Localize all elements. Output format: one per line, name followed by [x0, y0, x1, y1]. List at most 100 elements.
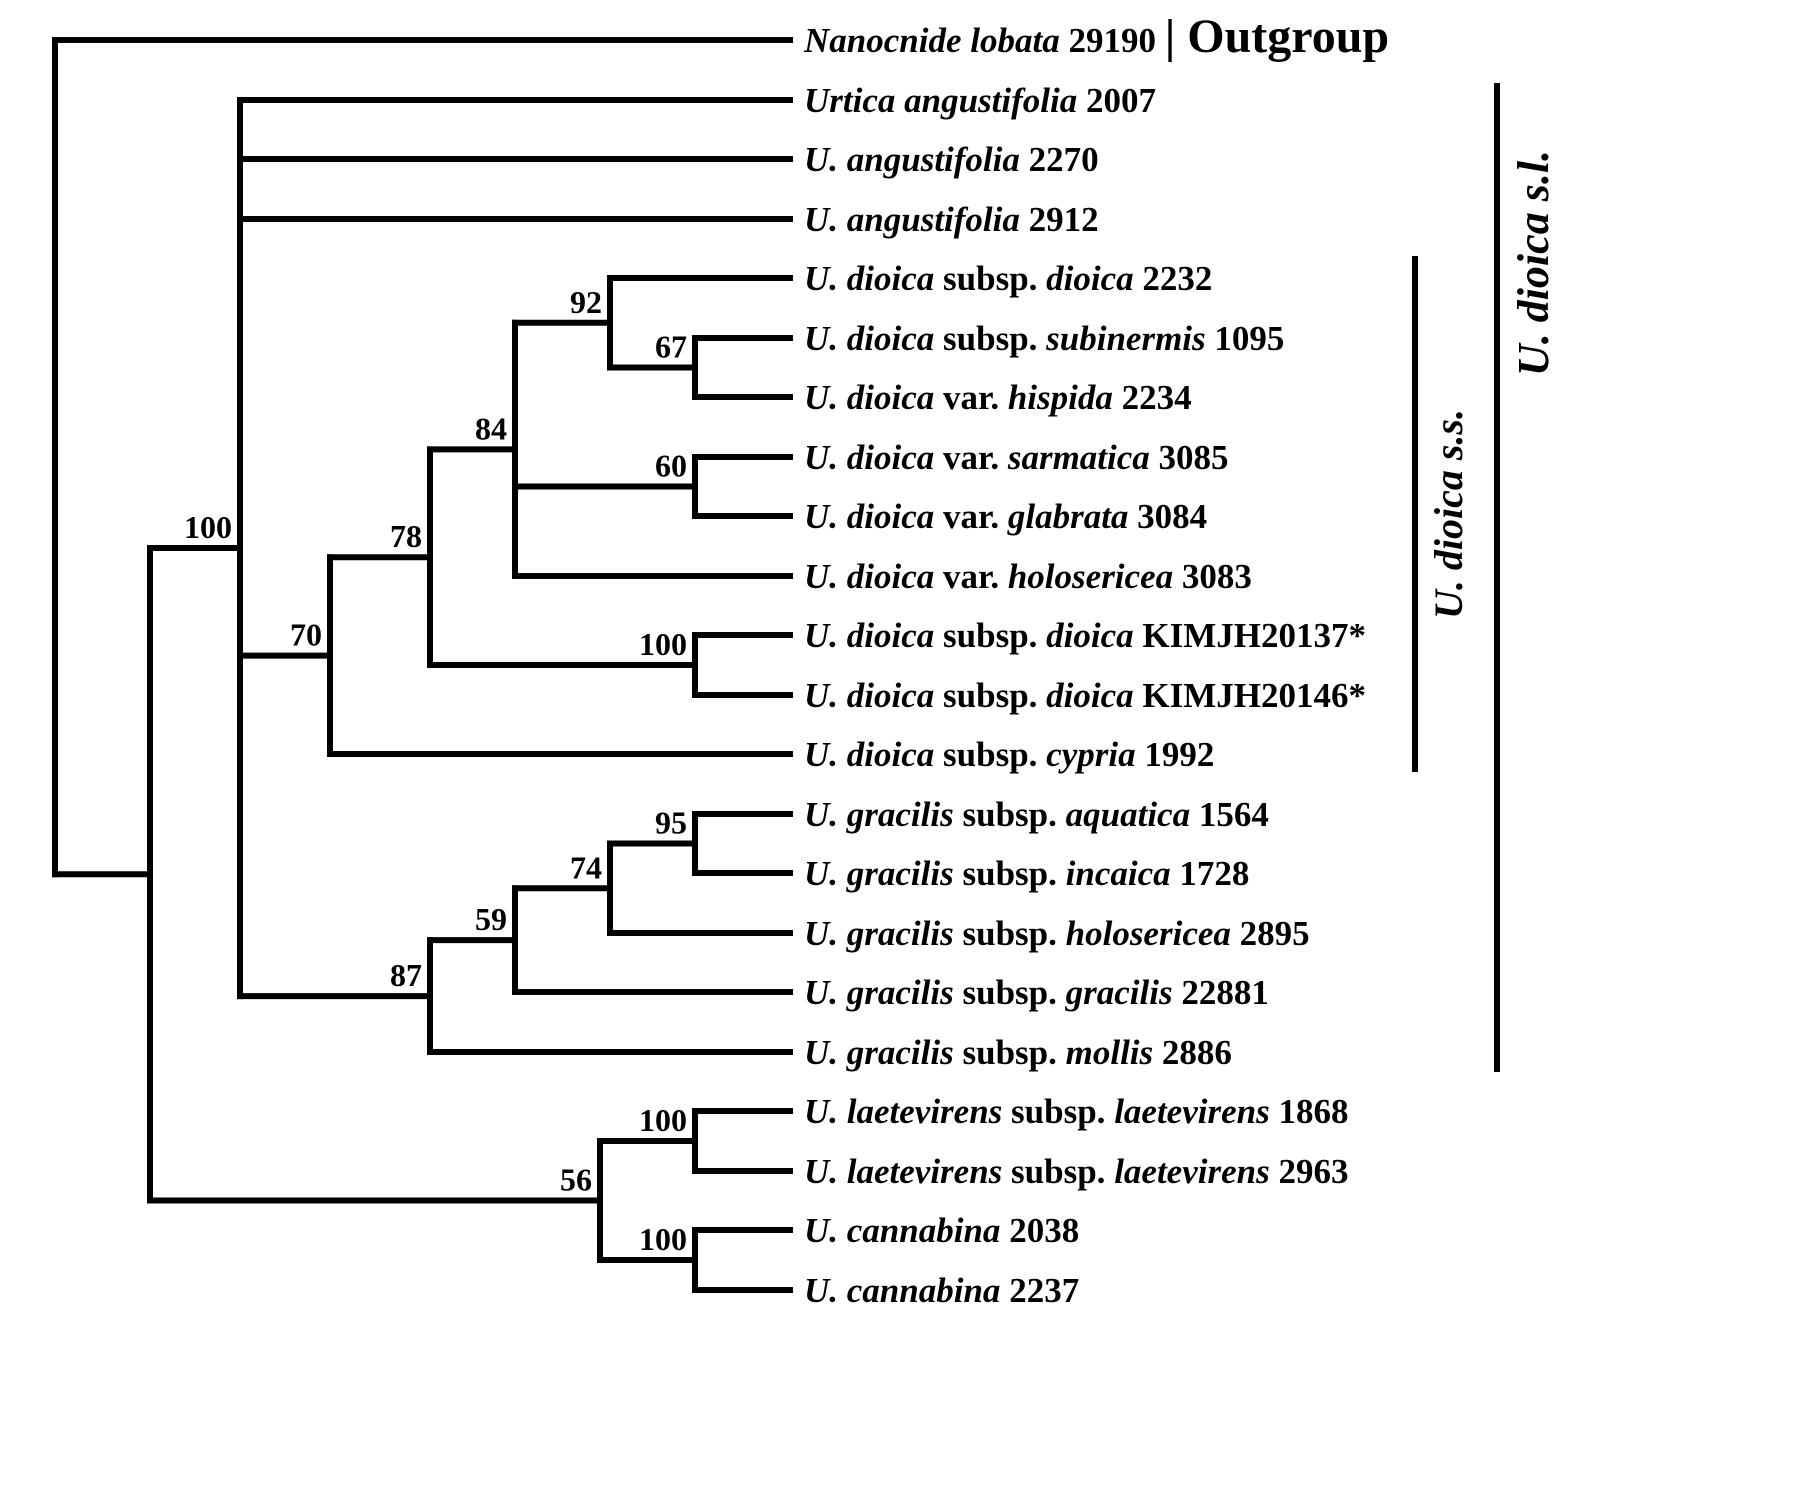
taxon-label-segment: KIMJH20146*	[1134, 676, 1366, 715]
taxon-label-segment: subsp.	[934, 319, 1046, 358]
taxon-label-segment: U. gracilis	[804, 1033, 954, 1072]
taxon-label-segment: subsp.	[934, 616, 1046, 655]
taxon-label-segment: 3084	[1128, 497, 1207, 536]
clade-label-u-dioica-sl: U. dioica s.l.	[1509, 150, 1558, 376]
taxon-label-segment: var.	[934, 378, 1008, 417]
bootstrap-value: 60	[655, 448, 687, 484]
taxon-label: U. laetevirens subsp. laetevirens 1868	[804, 1092, 1348, 1131]
bootstrap-value: 59	[475, 901, 507, 937]
outgroup-annotation: | Outgroup	[1165, 10, 1389, 63]
taxon-label-segment: glabrata	[1007, 497, 1129, 536]
taxon-label-segment: U. dioica	[804, 735, 934, 774]
taxon-label: U. gracilis subsp. incaica 1728	[804, 854, 1249, 893]
taxon-label-segment: U. cannabina	[804, 1271, 1000, 1310]
taxon-label-segment: mollis	[1066, 1033, 1154, 1072]
taxon-label: U. dioica subsp. dioica KIMJH20137*	[804, 616, 1366, 655]
taxon-label-segment: 2886	[1153, 1033, 1232, 1072]
taxon-label-segment: cypria	[1046, 735, 1135, 774]
taxon-label: U. dioica subsp. dioica KIMJH20146*	[804, 676, 1366, 715]
taxon-label-segment: subsp.	[954, 914, 1066, 953]
taxon-label-segment: Nanocnide lobata	[803, 21, 1060, 60]
taxon-label-segment: 1095	[1206, 319, 1285, 358]
taxon-label-segment: U. laetevirens	[804, 1152, 1002, 1191]
bootstrap-value: 70	[290, 617, 322, 653]
taxon-label-segment: U. dioica	[804, 438, 934, 477]
bootstrap-value: 87	[390, 957, 422, 993]
taxon-label: U. cannabina 2038	[804, 1211, 1079, 1250]
taxon-label-segment: U. angustifolia	[804, 200, 1020, 239]
taxon-label-segment: U. dioica	[804, 616, 934, 655]
taxon-label: U. dioica var. holosericea 3083	[804, 557, 1252, 596]
taxon-label: U. angustifolia 2912	[804, 200, 1099, 239]
taxon-label-segment: subsp.	[954, 795, 1066, 834]
taxon-label-segment: holosericea	[1066, 914, 1231, 953]
taxon-label: U. dioica subsp. dioica 2232	[804, 259, 1212, 298]
taxon-label-segment: dioica	[1046, 676, 1133, 715]
taxon-label-segment: hispida	[1008, 378, 1113, 417]
taxon-label-segment: U. gracilis	[804, 914, 954, 953]
taxon-label-segment: laetevirens	[1114, 1152, 1270, 1191]
taxon-label: U. dioica var. glabrata 3084	[804, 497, 1207, 536]
taxon-label-segment: 1564	[1190, 795, 1269, 834]
taxon-label-segment: 2963	[1270, 1152, 1349, 1191]
bootstrap-value: 100	[639, 1221, 687, 1257]
taxon-label-segment: aquatica	[1066, 795, 1190, 834]
taxon-label-segment: 22881	[1173, 973, 1269, 1012]
taxon-label: U. dioica subsp. subinermis 1095	[804, 319, 1284, 358]
taxon-label-segment: subsp.	[934, 259, 1046, 298]
bootstrap-value: 84	[475, 410, 507, 446]
bootstrap-value: 56	[560, 1162, 592, 1198]
taxon-label-segment: U. dioica	[804, 319, 934, 358]
taxon-label-segment: dioica	[1046, 259, 1133, 298]
taxon-label-segment: var.	[934, 438, 1008, 477]
taxon-label-segment: U. dioica	[804, 557, 934, 596]
taxon-label-segment: sarmatica	[1007, 438, 1150, 477]
taxon-label: U. gracilis subsp. gracilis 22881	[804, 973, 1269, 1012]
taxon-label-segment: subsp.	[954, 854, 1066, 893]
taxon-label-segment: subsp.	[934, 676, 1046, 715]
bootstrap-value: 74	[570, 849, 602, 885]
taxon-label-segment: 29190	[1060, 21, 1165, 60]
taxon-label-segment: subinermis	[1045, 319, 1206, 358]
taxon-label-segment: subsp.	[954, 1033, 1066, 1072]
taxon-label-segment: 3083	[1173, 557, 1252, 596]
taxon-label-segment: U. cannabina	[804, 1211, 1000, 1250]
taxon-label-segment: U. gracilis	[804, 973, 954, 1012]
taxon-label: U. angustifolia 2270	[804, 140, 1099, 179]
taxon-label-segment: var.	[934, 497, 1008, 536]
taxon-label: U. gracilis subsp. holosericea 2895	[804, 914, 1310, 953]
taxon-label-segment: U. laetevirens	[804, 1092, 1002, 1131]
taxon-label: Urtica angustifolia 2007	[804, 81, 1156, 120]
bootstrap-value: 78	[390, 518, 422, 554]
taxon-label-segment: Urtica angustifolia	[804, 81, 1077, 120]
taxon-label: U. laetevirens subsp. laetevirens 2963	[804, 1152, 1348, 1191]
taxon-label-segment: 2038	[1000, 1211, 1079, 1250]
taxon-label-segment: 2912	[1020, 200, 1099, 239]
taxon-label-segment: 2234	[1113, 378, 1192, 417]
taxon-label-segment: 3085	[1150, 438, 1229, 477]
taxon-label-segment: gracilis	[1065, 973, 1173, 1012]
taxon-label-segment: 2237	[1000, 1271, 1079, 1310]
taxon-label: U. dioica var. sarmatica 3085	[804, 438, 1229, 477]
bootstrap-value: 67	[655, 329, 687, 365]
taxon-label-segment: 2895	[1231, 914, 1310, 953]
taxon-label: Nanocnide lobata 29190 | Outgroup	[803, 10, 1389, 63]
taxon-label-segment: 2007	[1077, 81, 1156, 120]
taxon-label-segment: U. dioica	[804, 378, 934, 417]
taxon-label-segment: U. angustifolia	[804, 140, 1020, 179]
bootstrap-value: 100	[184, 509, 232, 545]
taxon-label-segment: U. gracilis	[804, 854, 954, 893]
taxon-label-segment: 2232	[1134, 259, 1213, 298]
taxon-label-segment: 2270	[1020, 140, 1099, 179]
bootstrap-value: 100	[639, 626, 687, 662]
taxon-label: U. gracilis subsp. aquatica 1564	[804, 795, 1269, 834]
taxon-label-segment: incaica	[1066, 854, 1171, 893]
bootstrap-value: 92	[570, 284, 602, 320]
taxon-label-segment: subsp.	[954, 973, 1066, 1012]
taxon-label-segment: U. dioica	[804, 676, 934, 715]
taxon-label-segment: U. gracilis	[804, 795, 954, 834]
taxon-label-segment: subsp.	[934, 735, 1046, 774]
taxon-label-segment: dioica	[1046, 616, 1133, 655]
